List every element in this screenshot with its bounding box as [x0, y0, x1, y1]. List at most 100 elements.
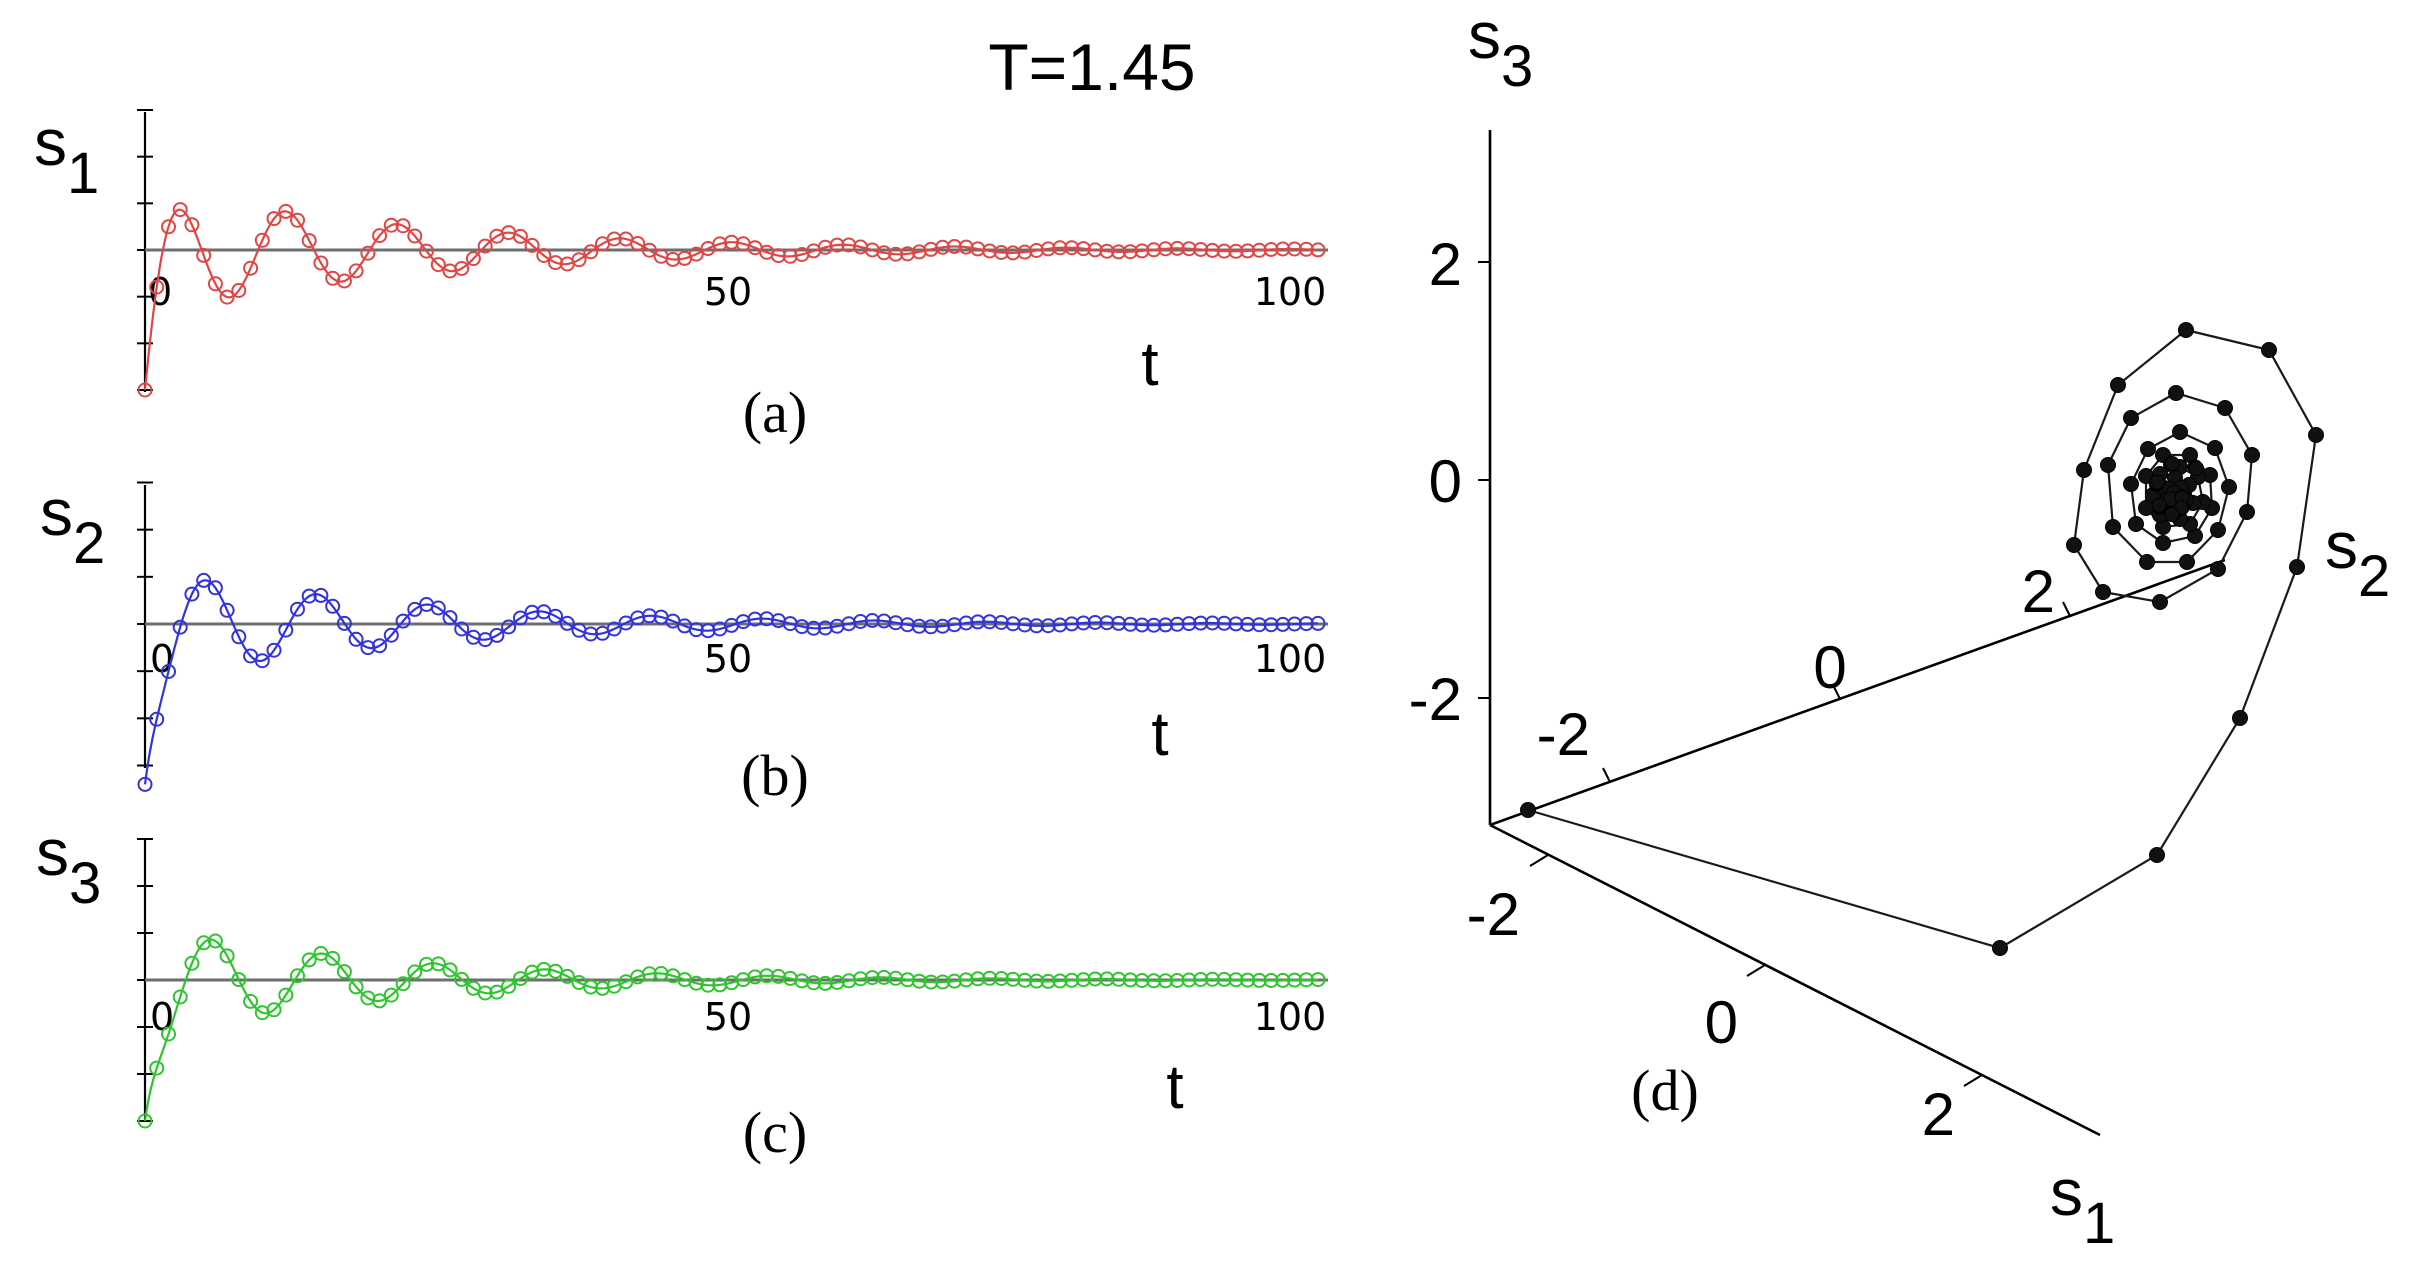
panel-c-marker-2	[161, 1026, 176, 1042]
panel-a: s1 0 50 100 t (a)	[34, 105, 1328, 445]
panel-a-marker-8	[231, 283, 247, 298]
panel-a-marker-22	[395, 218, 411, 234]
panel-b-marker-99	[1298, 616, 1314, 632]
panel-a-marker-90	[1193, 242, 1209, 257]
panel-c-marker-4	[184, 955, 200, 971]
panel-d-point-12	[2152, 594, 2168, 610]
panel-b-marker-77	[1040, 618, 1056, 634]
panel-b-ylabel: s2	[40, 475, 105, 576]
panel-b-marker-72	[982, 614, 998, 630]
panel-a-marker-78	[1052, 240, 1068, 256]
panel-d-point-10	[2066, 537, 2082, 553]
panel-a-marker-11	[266, 211, 282, 227]
panel-d-core-point-34	[2189, 461, 2205, 477]
panel-d-s3-ticklabel-0: 0	[1429, 448, 1462, 515]
panel-c-marker-22	[395, 976, 411, 992]
panel-b-marker-85	[1134, 617, 1150, 633]
panel-c-marker-81	[1087, 971, 1103, 987]
panel-d-point-6	[2261, 342, 2277, 358]
panel-b-marker-30	[489, 627, 505, 643]
panel-c-marker-99	[1298, 972, 1314, 988]
panel-a-marker-40	[606, 231, 622, 247]
panel-b-series-line	[143, 579, 1318, 785]
panel-a-marker-42	[630, 236, 646, 251]
panel-d-point-27	[2140, 441, 2156, 457]
panel-a-marker-97	[1275, 241, 1291, 257]
panel-b-marker-47	[688, 622, 704, 638]
panel-b-marker-15	[313, 587, 329, 603]
panel-a-xlabel: t	[1141, 330, 1158, 399]
panel-c-marker-69	[946, 973, 962, 989]
panel-c: s3 0 50 100 t (c)	[36, 815, 1328, 1165]
panel-d-point-5	[2308, 427, 2324, 443]
panel-b-marker-14	[301, 588, 317, 604]
panel-b-marker-4	[184, 586, 200, 602]
panel-a-marker-0	[137, 382, 153, 398]
panel-d-point-17	[2168, 385, 2184, 401]
panel-b-marker-62	[864, 613, 880, 628]
panel-b-marker-61	[853, 614, 868, 629]
panel-d-core-point-38	[2151, 497, 2167, 513]
panel-a-marker-72	[982, 243, 998, 259]
panel-a-marker-2	[161, 219, 176, 235]
panel-c-marker-93	[1228, 972, 1244, 988]
panel-c-marker-85	[1134, 973, 1150, 988]
panel-a-marker-98	[1287, 241, 1302, 257]
panel-a-marker-86	[1146, 242, 1162, 258]
panel-c-marker-13	[290, 968, 305, 984]
panel-b-marker-75	[1017, 617, 1033, 633]
panel-a-marker-6	[207, 276, 223, 292]
panel-b: s2 0 50 100 t (b)	[40, 475, 1328, 808]
panel-d-point-3	[2232, 710, 2248, 726]
panel-b-marker-17	[336, 615, 352, 631]
panel-b-marker-8	[231, 629, 247, 645]
panel-c-caption: (c)	[743, 1100, 807, 1165]
panel-a-marker-74	[1005, 245, 1021, 261]
panel-b-marker-25	[430, 600, 446, 616]
panel-d-point-0	[1520, 802, 1536, 818]
panel-a-marker-84	[1122, 244, 1138, 260]
panel-c-marker-64	[888, 970, 904, 986]
panel-a-marker-21	[383, 217, 399, 233]
svg-text:s1: s1	[34, 105, 99, 206]
panel-c-marker-92	[1216, 971, 1232, 987]
panel-c-marker-36	[559, 968, 575, 984]
panel-a-marker-76	[1029, 243, 1044, 258]
panel-c-marker-87	[1158, 973, 1173, 989]
panel-a-marker-55	[782, 248, 798, 264]
panel-b-marker-5	[196, 572, 212, 588]
panel-b-marker-2	[161, 664, 176, 679]
panel-b-marker-33	[524, 604, 540, 620]
panel-c-marker-97	[1275, 972, 1291, 988]
panel-d-s2-label: s2	[2325, 508, 2390, 609]
panel-d-core-point-33	[2164, 456, 2180, 472]
panel-c-marker-80	[1075, 972, 1091, 988]
panel-d-s2-tick-0	[1832, 684, 1841, 700]
panel-c-marker-38	[583, 979, 599, 995]
panel-b-marker-70	[958, 615, 974, 631]
panel-b-marker-73	[993, 615, 1009, 630]
panel-d-point-7	[2178, 322, 2194, 338]
panel-b-marker-53	[759, 611, 775, 627]
panel-c-marker-57	[806, 975, 822, 991]
panel-d-point-13	[2210, 561, 2226, 577]
panel-d-point-8	[2110, 377, 2126, 393]
panel-b-marker-98	[1287, 616, 1302, 632]
panel-c-marker-5	[196, 935, 212, 951]
panel-c-marker-18	[348, 979, 364, 995]
panel-a-marker-33	[524, 237, 540, 253]
panel-c-marker-30	[489, 984, 505, 1000]
panel-a-marker-91	[1204, 242, 1220, 258]
panel-c-marker-8	[231, 972, 247, 988]
panel-c-marker-12	[278, 987, 294, 1003]
panel-a-marker-85	[1134, 243, 1150, 259]
panel-b-marker-56	[794, 619, 810, 635]
panel-a-marker-99	[1298, 241, 1314, 257]
panel-c-marker-89	[1181, 972, 1197, 988]
panel-c-marker-29	[477, 985, 493, 1001]
panel-d-s1-ticklabel-m2: -2	[1467, 881, 1520, 948]
panel-b-marker-26	[442, 610, 458, 626]
panel-b-marker-1	[149, 711, 165, 727]
panel-a-ylabel: s1	[34, 105, 99, 206]
panel-d-s3-ticklabel-m2: -2	[1409, 666, 1462, 733]
